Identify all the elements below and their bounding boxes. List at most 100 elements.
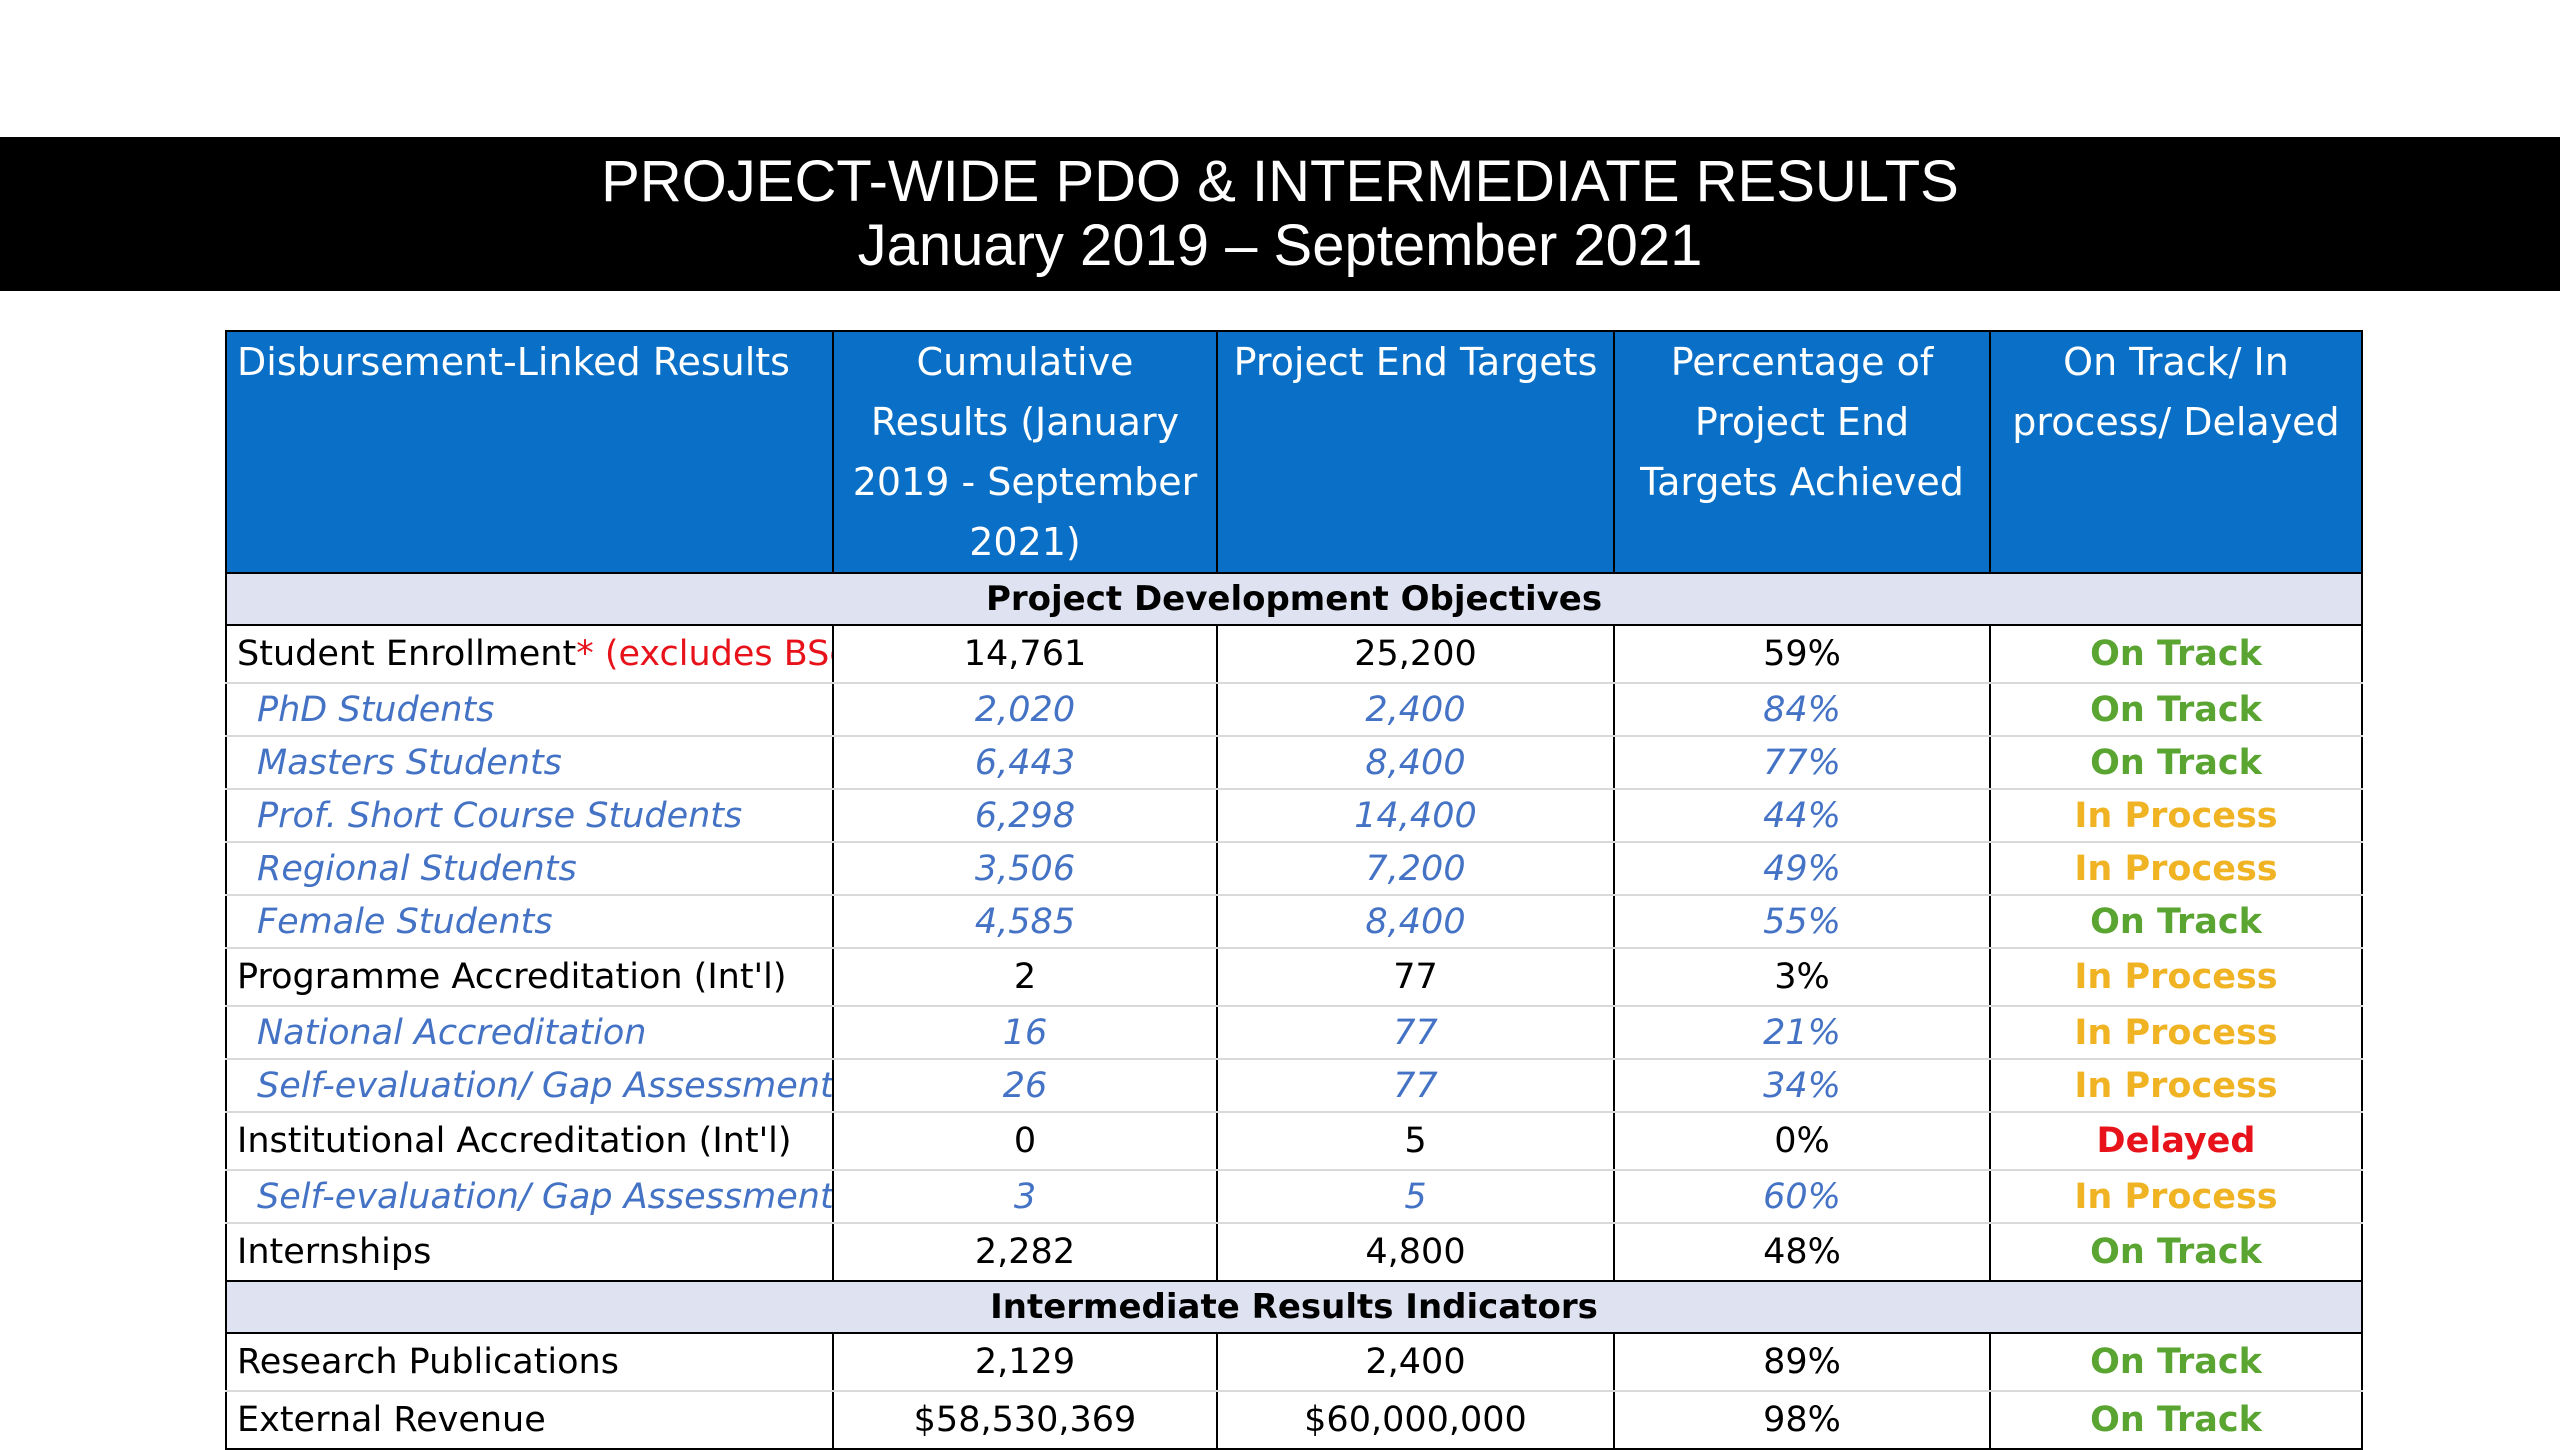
result-label-text: Regional Students [257, 848, 577, 889]
table-row: Student Enrollment* (excludes BSc)14,761… [225, 625, 2363, 684]
result-label: Programme Accreditation (Int'l) [225, 948, 834, 1007]
result-label: Student Enrollment* (excludes BSc) [225, 625, 834, 684]
title-banner: PROJECT-WIDE PDO & INTERMEDIATE RESULTS … [0, 137, 2560, 291]
cumulative-value: $58,530,369 [832, 1391, 1218, 1450]
cumulative-value: 2 [832, 948, 1218, 1007]
result-label: National Accreditation [225, 1006, 834, 1060]
status-label: On Track [1989, 1223, 2363, 1282]
target-value: 8,400 [1216, 895, 1615, 949]
cumulative-value: 14,761 [832, 625, 1218, 684]
target-value: 7,200 [1216, 842, 1615, 896]
percent-value: 59% [1613, 625, 1991, 684]
result-label: Institutional Accreditation (Int'l) [225, 1112, 834, 1171]
page-subtitle: January 2019 – September 2021 [857, 213, 1703, 278]
table-row: Regional Students 3,506 7,200 49% In Process [225, 842, 2363, 896]
table-row: Internships 2,282 4,800 48% On Track [225, 1223, 2363, 1282]
percent-value: 48% [1613, 1223, 1991, 1282]
percent-value: 34% [1613, 1059, 1991, 1113]
header-results: Disbursement-Linked Results [225, 330, 834, 574]
cumulative-value: 3,506 [832, 842, 1218, 896]
percent-value: 98% [1613, 1391, 1991, 1450]
percent-value: 44% [1613, 789, 1991, 843]
cumulative-value: 0 [832, 1112, 1218, 1171]
percent-value: 89% [1613, 1333, 1991, 1392]
table-row: Female Students 4,585 8,400 55% On Track [225, 895, 2363, 949]
cumulative-value: 2,020 [832, 683, 1218, 737]
cumulative-value: 16 [832, 1006, 1218, 1060]
section-header-row: Project Development Objectives [225, 572, 2363, 626]
target-value: 5 [1216, 1112, 1615, 1171]
result-label: Prof. Short Course Students [225, 789, 834, 843]
status-label: In Process [1989, 1006, 2363, 1060]
percent-value: 21% [1613, 1006, 1991, 1060]
result-label-text: Self-evaluation/ Gap Assessment [257, 1065, 833, 1106]
target-value: 5 [1216, 1170, 1615, 1224]
section-title: Project Development Objectives [225, 572, 2363, 626]
target-value: 8,400 [1216, 736, 1615, 790]
table-row: Self-evaluation/ Gap Assessment 26 77 34% In… [225, 1059, 2363, 1113]
percent-value: 49% [1613, 842, 1991, 896]
table-row: Research Publications 2,129 2,400 89% On Tra… [225, 1333, 2363, 1392]
status-label: On Track [1989, 625, 2363, 684]
result-label: Female Students [225, 895, 834, 949]
result-label-text: Programme Accreditation (Int'l) [237, 957, 787, 997]
result-label-text: Internships [237, 1232, 432, 1272]
status-label: On Track [1989, 736, 2363, 790]
target-value: 77 [1216, 1006, 1615, 1060]
section-header-row: Intermediate Results Indicators [225, 1280, 2363, 1334]
status-label: In Process [1989, 1059, 2363, 1113]
result-label-text: Institutional Accreditation (Int'l) [237, 1121, 792, 1161]
status-label: In Process [1989, 842, 2363, 896]
percent-value: 3% [1613, 948, 1991, 1007]
cumulative-value: 26 [832, 1059, 1218, 1113]
percent-value: 0% [1613, 1112, 1991, 1171]
cumulative-value: 6,298 [832, 789, 1218, 843]
target-value: 2,400 [1216, 1333, 1615, 1392]
status-label: In Process [1989, 1170, 2363, 1224]
percent-value: 60% [1613, 1170, 1991, 1224]
cumulative-value: 3 [832, 1170, 1218, 1224]
percent-value: 55% [1613, 895, 1991, 949]
target-value: 2,400 [1216, 683, 1615, 737]
target-value: 77 [1216, 948, 1615, 1007]
cumulative-value: 6,443 [832, 736, 1218, 790]
result-label-text: PhD Students [257, 689, 495, 730]
status-label: In Process [1989, 948, 2363, 1007]
table-row: PhD Students 2,020 2,400 84% On Track [225, 683, 2363, 737]
result-label-text: Research Publications [237, 1342, 619, 1382]
cumulative-value: 2,129 [832, 1333, 1218, 1392]
cumulative-value: 2,282 [832, 1223, 1218, 1282]
results-table: Disbursement-Linked Results Cumulative R… [225, 330, 2363, 1450]
header-targets: Project End Targets [1216, 330, 1615, 574]
target-value: 14,400 [1216, 789, 1615, 843]
result-label-text: Masters Students [257, 742, 562, 783]
status-label: On Track [1989, 683, 2363, 737]
result-label: PhD Students [225, 683, 834, 737]
result-label-text: Self-evaluation/ Gap Assessment [257, 1176, 833, 1217]
result-label: Self-evaluation/ Gap Assessment [225, 1170, 834, 1224]
header-row: Disbursement-Linked Results Cumulative R… [225, 330, 2363, 574]
result-label: Regional Students [225, 842, 834, 896]
target-value: $60,000,000 [1216, 1391, 1615, 1450]
status-label: On Track [1989, 1333, 2363, 1392]
header-cumulative: Cumulative Results (January 2019 - Septe… [832, 330, 1218, 574]
table-row: Programme Accreditation (Int'l) 2 77 3% In P… [225, 948, 2363, 1007]
percent-value: 77% [1613, 736, 1991, 790]
result-label-text: Student Enrollment [237, 634, 577, 674]
page-title: PROJECT-WIDE PDO & INTERMEDIATE RESULTS [601, 149, 1959, 214]
result-label-text: Female Students [257, 901, 553, 942]
percent-value: 84% [1613, 683, 1991, 737]
section-title: Intermediate Results Indicators [225, 1280, 2363, 1334]
result-label-text: Prof. Short Course Students [257, 795, 743, 836]
header-percentage: Percentage of Project End Targets Achiev… [1613, 330, 1991, 574]
table-row: National Accreditation 16 77 21% In Process [225, 1006, 2363, 1060]
cumulative-value: 4,585 [832, 895, 1218, 949]
table-row: External Revenue $58,530,369 $60,000,000 98… [225, 1391, 2363, 1450]
status-label: On Track [1989, 1391, 2363, 1450]
target-value: 77 [1216, 1059, 1615, 1113]
result-note: * (excludes BSc) [576, 634, 831, 674]
header-status: On Track/ In process/ Delayed [1989, 330, 2363, 574]
table-row: Masters Students 6,443 8,400 77% On Track [225, 736, 2363, 790]
table-row: Self-evaluation/ Gap Assessment 3 5 60% In P… [225, 1170, 2363, 1224]
result-label: External Revenue [225, 1391, 834, 1450]
